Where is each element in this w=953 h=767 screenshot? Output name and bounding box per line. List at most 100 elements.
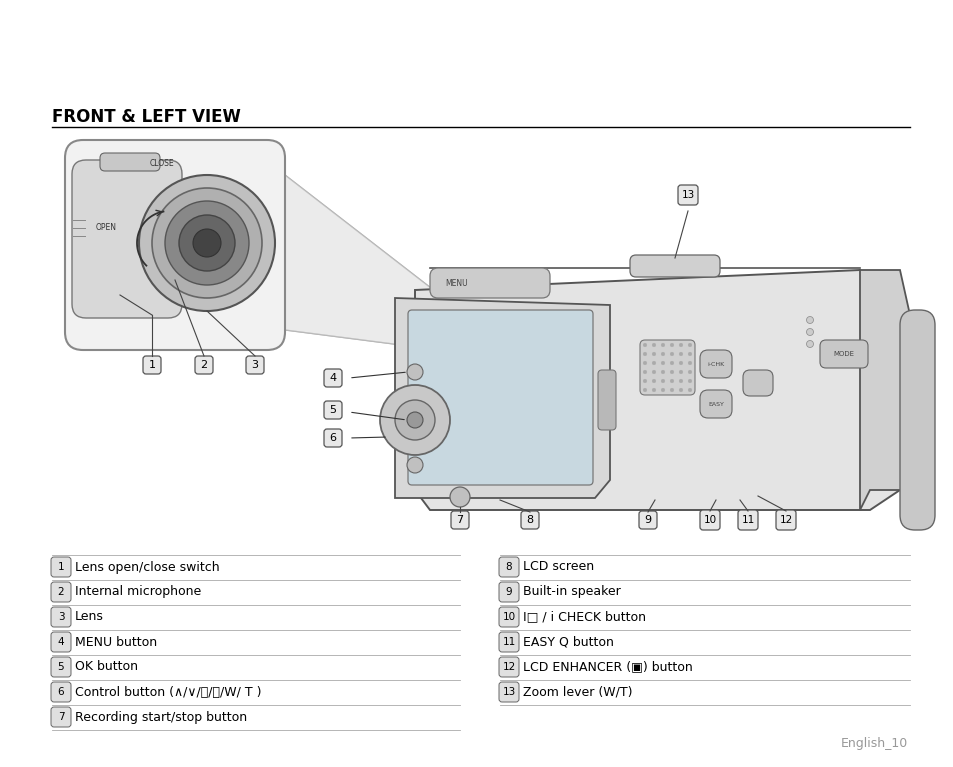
Circle shape <box>660 388 664 392</box>
Polygon shape <box>395 298 609 498</box>
Text: 13: 13 <box>502 687 515 697</box>
FancyBboxPatch shape <box>451 511 469 529</box>
Circle shape <box>652 343 655 347</box>
Circle shape <box>193 229 221 257</box>
FancyBboxPatch shape <box>324 369 341 387</box>
Text: Lens open/close switch: Lens open/close switch <box>75 561 219 574</box>
Circle shape <box>652 361 655 365</box>
Text: 4: 4 <box>329 373 336 383</box>
FancyBboxPatch shape <box>700 390 731 418</box>
Circle shape <box>652 379 655 383</box>
FancyBboxPatch shape <box>700 350 731 378</box>
Circle shape <box>642 388 646 392</box>
Circle shape <box>679 370 682 374</box>
Circle shape <box>687 343 691 347</box>
Circle shape <box>670 388 673 392</box>
Text: MODE: MODE <box>833 351 854 357</box>
Circle shape <box>687 370 691 374</box>
Circle shape <box>687 379 691 383</box>
Text: 1: 1 <box>57 562 64 572</box>
FancyBboxPatch shape <box>194 356 213 374</box>
Circle shape <box>652 352 655 356</box>
FancyBboxPatch shape <box>71 160 182 318</box>
Text: 12: 12 <box>779 515 792 525</box>
Text: 7: 7 <box>57 712 64 722</box>
Circle shape <box>805 341 813 347</box>
FancyBboxPatch shape <box>246 356 264 374</box>
Circle shape <box>670 379 673 383</box>
Circle shape <box>660 370 664 374</box>
Text: 3: 3 <box>252 360 258 370</box>
Polygon shape <box>859 270 919 510</box>
Circle shape <box>642 361 646 365</box>
Text: MENU: MENU <box>444 279 467 288</box>
FancyBboxPatch shape <box>143 356 161 374</box>
FancyBboxPatch shape <box>639 340 695 395</box>
Circle shape <box>670 370 673 374</box>
FancyBboxPatch shape <box>408 310 593 485</box>
FancyBboxPatch shape <box>629 255 720 277</box>
Circle shape <box>679 388 682 392</box>
FancyBboxPatch shape <box>51 557 71 577</box>
Text: Zoom lever (W/T): Zoom lever (W/T) <box>522 686 632 699</box>
Text: LCD ENHANCER (▣) button: LCD ENHANCER (▣) button <box>522 660 692 673</box>
Text: 11: 11 <box>502 637 515 647</box>
Text: 4: 4 <box>57 637 64 647</box>
FancyBboxPatch shape <box>51 682 71 702</box>
Circle shape <box>450 487 470 507</box>
Circle shape <box>642 352 646 356</box>
FancyBboxPatch shape <box>598 370 616 430</box>
Text: 8: 8 <box>526 515 533 525</box>
FancyBboxPatch shape <box>700 510 720 530</box>
Text: 6: 6 <box>57 687 64 697</box>
Text: OK button: OK button <box>75 660 138 673</box>
Text: 9: 9 <box>505 587 512 597</box>
FancyBboxPatch shape <box>738 510 758 530</box>
FancyBboxPatch shape <box>498 682 518 702</box>
Circle shape <box>407 412 422 428</box>
Circle shape <box>660 361 664 365</box>
FancyBboxPatch shape <box>324 429 341 447</box>
Text: EASY Q button: EASY Q button <box>522 636 613 649</box>
Text: EASY: EASY <box>707 401 723 407</box>
Text: 9: 9 <box>644 515 651 525</box>
Text: English_10: English_10 <box>840 737 907 750</box>
FancyBboxPatch shape <box>498 557 518 577</box>
Circle shape <box>670 361 673 365</box>
FancyBboxPatch shape <box>899 310 934 530</box>
Circle shape <box>687 352 691 356</box>
Circle shape <box>395 400 435 440</box>
Circle shape <box>660 343 664 347</box>
FancyBboxPatch shape <box>678 185 698 205</box>
Text: Lens: Lens <box>75 611 104 624</box>
Circle shape <box>679 343 682 347</box>
Circle shape <box>407 457 422 473</box>
Circle shape <box>670 343 673 347</box>
FancyBboxPatch shape <box>775 510 795 530</box>
Circle shape <box>642 379 646 383</box>
Circle shape <box>805 328 813 335</box>
Circle shape <box>642 370 646 374</box>
Text: 6: 6 <box>329 433 336 443</box>
FancyBboxPatch shape <box>520 511 538 529</box>
Circle shape <box>379 385 450 455</box>
Circle shape <box>687 361 691 365</box>
Text: Control button (∧/∨/〈/〉/W/ T ): Control button (∧/∨/〈/〉/W/ T ) <box>75 686 261 699</box>
FancyBboxPatch shape <box>498 582 518 602</box>
FancyBboxPatch shape <box>65 140 285 350</box>
Text: 11: 11 <box>740 515 754 525</box>
Circle shape <box>179 215 234 271</box>
FancyBboxPatch shape <box>324 401 341 419</box>
Circle shape <box>652 370 655 374</box>
FancyBboxPatch shape <box>51 607 71 627</box>
Text: 2: 2 <box>57 587 64 597</box>
Text: FRONT & LEFT VIEW: FRONT & LEFT VIEW <box>52 108 240 126</box>
Circle shape <box>687 388 691 392</box>
Circle shape <box>165 201 249 285</box>
Text: I□ / i CHECK button: I□ / i CHECK button <box>522 611 645 624</box>
Text: 1: 1 <box>149 360 155 370</box>
Text: CLOSE: CLOSE <box>150 159 174 167</box>
Text: i-CHK: i-CHK <box>706 361 724 367</box>
Circle shape <box>652 388 655 392</box>
FancyBboxPatch shape <box>639 511 657 529</box>
